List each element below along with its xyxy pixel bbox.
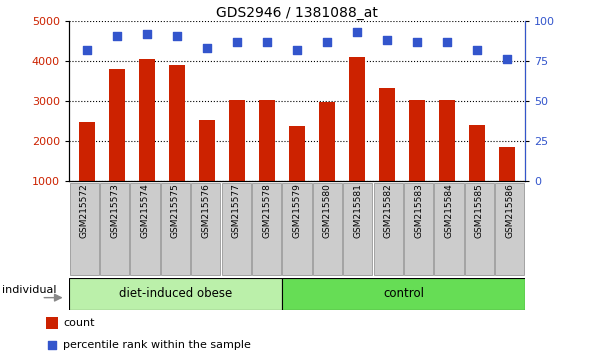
Bar [283,183,311,275]
Bar [199,120,215,181]
Point [472,47,482,53]
Bar [499,148,515,181]
Bar [46,318,58,329]
Bar [379,88,395,181]
Point [112,33,122,39]
Bar [229,101,245,181]
Title: GDS2946 / 1381088_at: GDS2946 / 1381088_at [216,6,378,20]
Text: GSM215580: GSM215580 [323,183,332,238]
Bar [69,278,282,310]
Text: GSM215578: GSM215578 [262,183,271,238]
Text: GSM215581: GSM215581 [353,183,362,238]
Text: GSM215577: GSM215577 [232,183,241,238]
Point [142,31,152,37]
Bar [259,100,275,181]
Bar [79,121,95,181]
Point [172,33,182,39]
Point [47,342,57,348]
Text: GSM215575: GSM215575 [171,183,180,238]
Bar [221,183,251,275]
Bar [439,100,455,181]
Bar [139,59,155,181]
Point [352,29,362,35]
Bar [282,278,525,310]
Text: GSM215576: GSM215576 [202,183,210,238]
Point [82,47,92,53]
Text: individual: individual [2,285,56,295]
Bar [404,183,433,275]
Bar [495,183,524,275]
Text: diet-induced obese: diet-induced obese [119,287,232,300]
Bar [70,183,99,275]
Text: GSM215572: GSM215572 [80,183,89,238]
Bar [289,126,305,181]
Bar [469,125,485,181]
Point [442,39,452,45]
Bar [161,183,190,275]
Bar [434,183,464,275]
Bar [191,183,220,275]
Text: count: count [64,318,95,329]
Text: GSM215584: GSM215584 [445,183,454,238]
Text: GSM215579: GSM215579 [293,183,302,238]
Text: GSM215574: GSM215574 [140,183,149,238]
Point [382,38,392,43]
Text: percentile rank within the sample: percentile rank within the sample [64,339,251,350]
Bar [465,183,494,275]
Bar [374,183,403,275]
Point [502,57,512,62]
Bar [343,183,373,275]
Bar [349,57,365,181]
Text: GSM215573: GSM215573 [110,183,119,238]
Bar [100,183,129,275]
Bar [169,65,185,181]
Bar [252,183,281,275]
Bar [313,183,342,275]
Text: GSM215585: GSM215585 [475,183,484,238]
Bar [409,101,425,181]
Point [322,39,332,45]
Point [232,39,242,45]
Point [412,39,422,45]
Text: GSM215582: GSM215582 [384,183,392,238]
Text: GSM215586: GSM215586 [505,183,514,238]
Text: GSM215583: GSM215583 [414,183,423,238]
Point [202,46,212,51]
Bar [319,102,335,181]
Text: control: control [383,287,424,300]
Point [292,47,302,53]
Bar [130,183,160,275]
Bar [109,69,125,181]
Point [262,39,272,45]
